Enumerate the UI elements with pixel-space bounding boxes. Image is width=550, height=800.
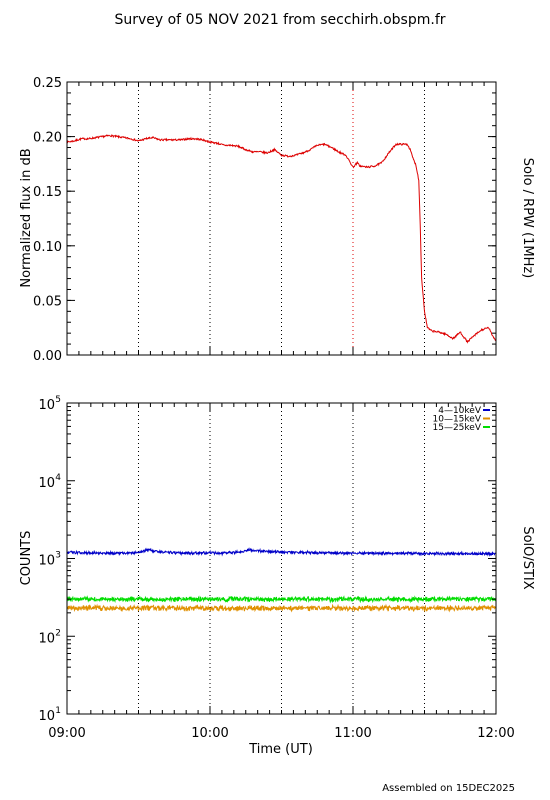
stix-y-tick-base-1: 10 [38, 631, 55, 646]
stix-legend-label-1: 10—15keV [433, 415, 482, 425]
stix-y-tick-base-0: 10 [38, 709, 55, 724]
stix-y-tick-base-3: 10 [38, 476, 55, 491]
rpw-y-tick-label-3: 0.10 [33, 240, 62, 255]
stix-x-tick-label-3: 12:00 [477, 726, 514, 741]
stix-y-axis-label: COUNTS [19, 531, 34, 586]
rpw-y-tick-label-4: 0.05 [33, 294, 62, 309]
stix-x-tick-label-1: 10:00 [191, 726, 228, 741]
rpw-y-tick-label-1: 0.20 [33, 131, 62, 146]
stix-plot-frame [66, 402, 497, 715]
rpw-y-tick-label-0: 0.25 [33, 76, 62, 91]
rpw-y-tick-label-5: 0.00 [33, 349, 62, 364]
rpw-panel: 0.25 0.20 0.15 0.10 0.05 0.00 Normalized flux… [19, 76, 535, 364]
stix-series-line-1 [66, 603, 497, 613]
stix-y-tick-exp-0: 1 [55, 706, 61, 716]
stix-y-tick-exp-3: 4 [55, 473, 61, 483]
stix-series-line-0 [66, 547, 497, 557]
stix-legend-label-0: 4—10keV [438, 406, 482, 416]
rpw-instrument-label: Solo / RPW (1MHz) [520, 158, 535, 279]
stix-axis-ticks [66, 402, 497, 715]
stix-y-tick-exp-1: 2 [55, 628, 61, 638]
stix-x-tick-labels: 09:00 10:00 11:00 12:00 [48, 726, 514, 741]
stix-y-tick-base-4: 10 [38, 398, 55, 413]
chart-title: Survey of 05 NOV 2021 from secchirh.obsp… [114, 12, 445, 28]
stix-series [66, 547, 497, 613]
stix-y-tick-exp-2: 3 [55, 551, 61, 561]
stix-x-tick-label-2: 11:00 [334, 726, 371, 741]
rpw-series [66, 134, 497, 344]
rpw-y-tick-labels: 0.25 0.20 0.15 0.10 0.05 0.00 [33, 76, 62, 364]
rpw-flux-line [66, 134, 497, 344]
stix-x-tick-label-0: 09:00 [48, 726, 85, 741]
rpw-time-markers [138, 82, 425, 355]
stix-legend-label-2: 15—25keV [433, 423, 482, 433]
stix-y-tick-exp-4: 5 [55, 395, 61, 405]
stix-y-tick-base-2: 10 [38, 554, 55, 569]
rpw-plot-frame [66, 81, 497, 356]
stix-instrument-label: SolO/STIX [520, 526, 535, 589]
assembled-footer: Assembled on 15DEC2025 [382, 783, 515, 794]
rpw-axis-ticks [66, 81, 497, 356]
stix-series-line-2 [66, 595, 497, 604]
stix-x-axis-label: Time (UT) [248, 742, 313, 757]
rpw-y-tick-label-2: 0.15 [33, 185, 62, 200]
rpw-y-axis-label: Normalized flux in dB [19, 148, 34, 287]
